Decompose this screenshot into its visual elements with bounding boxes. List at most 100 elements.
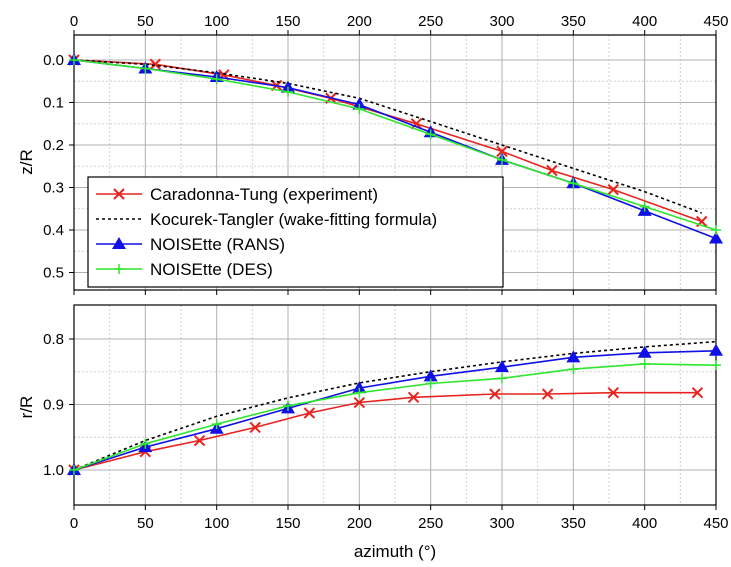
- bottom-point-caradonna-tung-stroke-b: [691, 387, 704, 399]
- top-xtick-label: 0: [70, 13, 78, 30]
- bottom-line-noisette-des: [73, 363, 717, 471]
- bottom-xtick-label: 200: [347, 515, 372, 532]
- top-point-caradonna-tung: [546, 164, 558, 177]
- top-xtick-label: 200: [347, 13, 372, 30]
- bottom-xtick-label: 300: [489, 515, 514, 532]
- bottom-line-noisette-rans: [73, 350, 717, 471]
- top-ytick-label: 0.0: [43, 52, 64, 69]
- top-point-caradonna-tung: [410, 118, 423, 130]
- bottom-point-noisette-rans: [637, 345, 652, 358]
- top-point-noisette-des: [711, 225, 721, 235]
- top-point-caradonna-tung: [607, 183, 619, 196]
- bottom-point-caradonna-tung: [303, 407, 316, 419]
- top-point-caradonna-tung-stroke-b: [607, 183, 619, 196]
- top-point-caradonna-tung-stroke-b: [496, 145, 508, 158]
- top-point-noisette-des: [568, 178, 579, 189]
- top-ytick-label: 0.3: [43, 180, 64, 197]
- bottom-point-noisette-des: [711, 360, 721, 371]
- bottom-point-caradonna-tung-stroke-b: [489, 388, 501, 400]
- top-xtick-label: 400: [632, 13, 657, 30]
- top-xtick-label: 100: [204, 13, 229, 30]
- top-line-noisette-des: [73, 59, 717, 231]
- top-point-noisette-des: [211, 74, 222, 85]
- top-point-noisette-des: [639, 201, 650, 212]
- bottom-point-caradonna-tung-stroke-b: [607, 387, 619, 399]
- bottom-point-caradonna-tung: [353, 396, 366, 409]
- bottom-point-noisette-des: [211, 419, 222, 430]
- top-ytick-label: 0.5: [43, 265, 64, 282]
- top-plot-frame: [73, 34, 717, 291]
- legend-label-noisette-rans: NOISEtte (RANS): [150, 235, 285, 254]
- top-line-noisette-rans: [73, 59, 717, 240]
- bottom-point-caradonna-tung: [193, 434, 206, 447]
- top-xtick-label: 300: [489, 13, 514, 30]
- bottom-point-noisette-des: [283, 400, 293, 411]
- bottom-point-caradonna-tung-stroke-b: [353, 396, 366, 409]
- bottom-ytick-label: 0.8: [43, 331, 64, 348]
- top-ytick-label: 0.2: [43, 137, 64, 154]
- top-point-noisette-des: [69, 55, 79, 65]
- top-point-noisette-rans: [281, 80, 295, 93]
- bottom-point-caradonna-tung: [407, 391, 420, 404]
- top-ytick-label: 0.4: [43, 222, 64, 239]
- bottom-ytick-label: 1.0: [43, 462, 64, 479]
- bottom-point-noisette-des: [425, 378, 436, 389]
- top-point-noisette-des: [354, 103, 365, 114]
- top-xtick-label: 50: [137, 13, 154, 30]
- top-point-noisette-rans: [352, 97, 367, 110]
- bottom-point-caradonna-tung-stroke-b: [407, 391, 420, 404]
- top-line-kocurek-tangler: [73, 59, 702, 214]
- top-xtick-label: 150: [275, 13, 300, 30]
- bottom-point-caradonna-tung: [541, 388, 554, 400]
- bottom-point-caradonna-tung-stroke-b: [193, 434, 206, 447]
- bottom-point-noisette-des: [568, 364, 579, 375]
- bottom-point-noisette-des: [354, 387, 365, 398]
- bottom-xtick-label: 100: [204, 515, 229, 532]
- bottom-point-caradonna-tung-stroke-b: [541, 388, 554, 400]
- y-axis-title-top: z/R: [17, 149, 36, 175]
- legend-marker-noisette-rans: [112, 237, 126, 249]
- bottom-point-noisette-rans: [495, 360, 509, 373]
- legend-label-kocurek-tangler: Kocurek-Tangler (wake-fitting formula): [150, 210, 437, 229]
- legend-label-noisette-des: NOISEtte (DES): [150, 260, 273, 279]
- top-point-noisette-des: [283, 86, 293, 97]
- bottom-xtick-label: 0: [70, 515, 78, 532]
- bottom-point-noisette-rans: [709, 343, 723, 356]
- bottom-point-caradonna-tung: [249, 421, 261, 434]
- top-xtick-label: 350: [561, 13, 586, 30]
- top-xtick-label: 250: [418, 13, 443, 30]
- bottom-line-kocurek-tangler: [73, 340, 717, 471]
- bottom-xtick-label: 150: [275, 515, 300, 532]
- bottom-point-caradonna-tung-stroke-b: [249, 421, 261, 434]
- top-point-caradonna-tung: [496, 145, 508, 158]
- top-point-noisette-des: [497, 154, 507, 165]
- bottom-point-noisette-des: [639, 358, 650, 369]
- bottom-ytick-label: 0.9: [43, 397, 64, 414]
- legend-marker-caradonna-tung: [113, 188, 125, 200]
- legend-marker-caradonna-tung-stroke-b: [113, 188, 125, 200]
- y-axis-title-bottom: r/R: [17, 396, 36, 419]
- top-ytick-label: 0.1: [43, 95, 64, 112]
- bottom-point-noisette-rans: [423, 369, 438, 382]
- bottom-point-noisette-des: [69, 465, 79, 475]
- bottom-point-noisette-des: [497, 373, 507, 384]
- bottom-point-noisette-des: [140, 438, 151, 449]
- bottom-point-caradonna-tung: [691, 387, 704, 399]
- bottom-point-noisette-rans: [352, 381, 367, 394]
- legend-label-caradonna-tung: Caradonna-Tung (experiment): [150, 185, 378, 204]
- legend-box: [87, 176, 504, 288]
- bottom-xtick-label: 50: [137, 515, 154, 532]
- bottom-point-caradonna-tung: [489, 388, 501, 400]
- x-axis-title: azimuth (°): [354, 542, 436, 561]
- top-point-noisette-rans: [709, 231, 723, 244]
- bottom-xtick-label: 250: [418, 515, 443, 532]
- bottom-xtick-label: 450: [703, 515, 728, 532]
- top-point-caradonna-tung-stroke-b: [149, 58, 162, 70]
- top-point-noisette-des: [140, 63, 151, 74]
- bottom-point-caradonna-tung-stroke-b: [303, 407, 316, 419]
- top-point-caradonna-tung-stroke-b: [410, 118, 423, 130]
- bottom-xtick-label: 400: [632, 515, 657, 532]
- top-point-caradonna-tung: [149, 58, 162, 70]
